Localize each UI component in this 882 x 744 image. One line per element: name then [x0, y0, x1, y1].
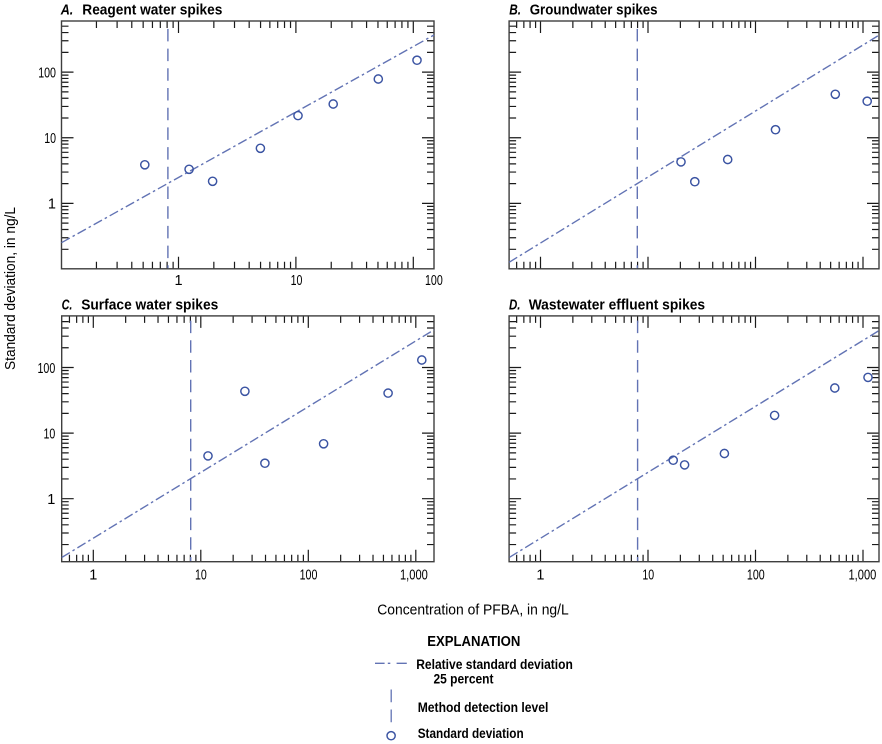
svg-text:100: 100: [747, 567, 765, 583]
svg-text:EXPLANATION: EXPLANATION: [427, 634, 520, 650]
svg-text:C.: C.: [62, 297, 73, 313]
svg-text:100: 100: [300, 567, 318, 583]
svg-text:B.: B.: [509, 2, 521, 18]
svg-text:10: 10: [44, 426, 56, 442]
svg-text:Wastewater effluent spikes: Wastewater effluent spikes: [529, 297, 705, 313]
svg-text:25 percent: 25 percent: [434, 671, 494, 686]
svg-text:Relative standard deviation: Relative standard deviation: [416, 657, 573, 672]
svg-text:1,000: 1,000: [400, 567, 428, 583]
svg-text:A.: A.: [60, 2, 73, 18]
svg-text:100: 100: [425, 273, 443, 289]
svg-text:10: 10: [195, 567, 207, 583]
svg-text:Standard deviation, in ng/L: Standard deviation, in ng/L: [3, 207, 19, 370]
svg-text:1: 1: [174, 273, 182, 289]
svg-text:1: 1: [47, 492, 55, 508]
svg-text:1: 1: [89, 567, 97, 583]
svg-text:10: 10: [44, 131, 56, 147]
svg-text:1,000: 1,000: [849, 567, 877, 583]
svg-text:100: 100: [38, 65, 56, 81]
svg-text:10: 10: [291, 273, 303, 289]
svg-text:Reagent water spikes: Reagent water spikes: [82, 2, 222, 18]
svg-text:Method detection level: Method detection level: [418, 700, 549, 715]
svg-text:1: 1: [48, 197, 56, 213]
svg-text:10: 10: [642, 567, 654, 583]
svg-text:Concentration of PFBA, in ng/L: Concentration of PFBA, in ng/L: [377, 602, 569, 618]
svg-text:Surface water spikes: Surface water spikes: [81, 297, 218, 313]
svg-text:Standard deviation: Standard deviation: [418, 726, 524, 741]
svg-text:D.: D.: [509, 297, 521, 313]
svg-text:Groundwater spikes: Groundwater spikes: [530, 2, 658, 18]
svg-text:100: 100: [38, 361, 56, 377]
svg-text:1: 1: [536, 567, 544, 583]
